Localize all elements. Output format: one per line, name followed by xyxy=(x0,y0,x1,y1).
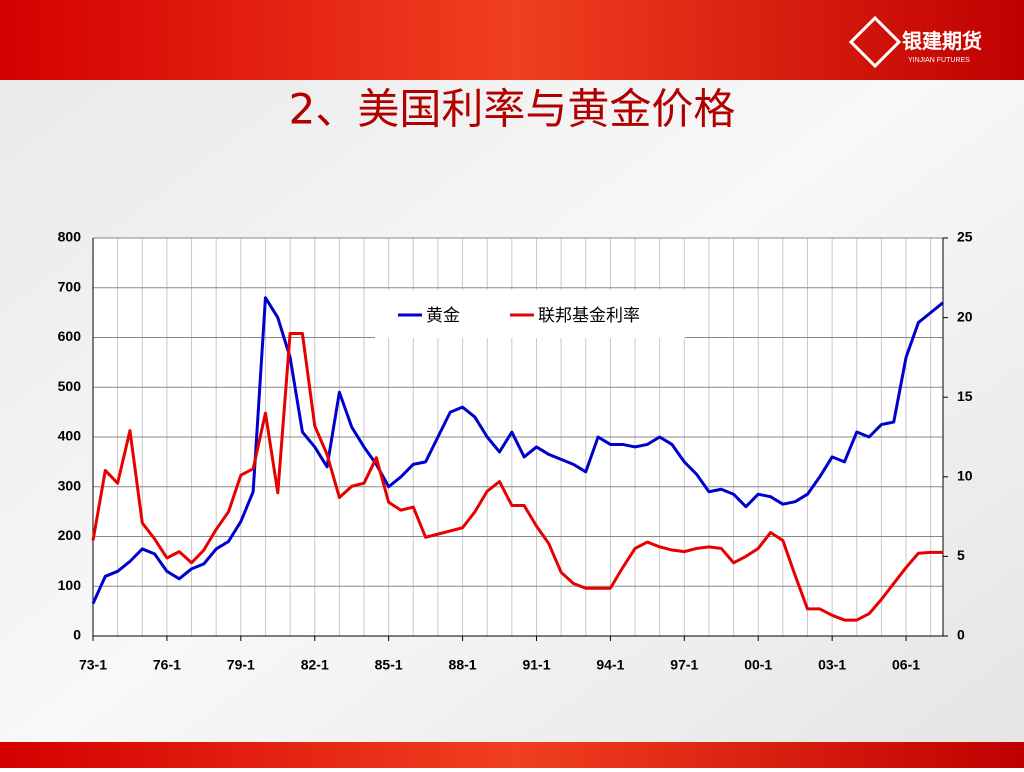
y-tick-label: 0 xyxy=(73,627,81,643)
y2-tick-label: 20 xyxy=(957,308,973,324)
y2-tick-label: 0 xyxy=(957,627,965,643)
x-tick-label: 76-1 xyxy=(153,657,181,673)
y-tick-label: 800 xyxy=(58,229,82,245)
plot: 0 100 200 300 400 500 600 700 800 0 5 10 15 20 25 73-1 7… xyxy=(58,229,973,673)
x-tick-label: 85-1 xyxy=(375,657,403,673)
series-line xyxy=(91,296,944,605)
y-tick-label: 300 xyxy=(58,477,82,493)
y2-tick-label: 5 xyxy=(957,547,965,563)
legend-label: 黄金 xyxy=(426,306,460,326)
x-tick-label: 82-1 xyxy=(301,657,329,673)
y-tick-label: 200 xyxy=(58,527,82,543)
y2-tick-label: 25 xyxy=(957,229,973,245)
logo-icon xyxy=(848,15,902,69)
y2-tick-label: 10 xyxy=(957,468,973,484)
x-tick-label: 73-1 xyxy=(79,657,107,673)
y-tick-label: 500 xyxy=(58,378,82,394)
logo-subtext: YINJIAN FUTURES xyxy=(908,57,970,64)
x-tick-label: 00-1 xyxy=(744,657,772,673)
legend-label: 联邦基金利率 xyxy=(538,306,640,326)
bottom-banner xyxy=(0,742,1024,768)
x-tick-label: 88-1 xyxy=(449,657,477,673)
y-tick-label: 700 xyxy=(58,278,82,294)
x-tick-label: 06-1 xyxy=(892,657,920,673)
x-tick-label: 97-1 xyxy=(670,657,698,673)
top-banner xyxy=(0,0,1024,80)
x-tick-label: 94-1 xyxy=(596,657,624,673)
y2-tick-label: 15 xyxy=(957,388,973,404)
logo-text: 银建期货 xyxy=(902,29,982,53)
y-tick-label: 100 xyxy=(58,577,82,593)
x-tick-label: 91-1 xyxy=(522,657,550,673)
y-tick-label: 600 xyxy=(58,328,82,344)
y-tick-label: 400 xyxy=(58,428,82,444)
series-line xyxy=(91,332,943,622)
x-tick-label: 03-1 xyxy=(818,657,846,673)
x-tick-label: 79-1 xyxy=(227,657,255,673)
slide-title: 2、美国利率与黄金价格 xyxy=(289,85,736,134)
